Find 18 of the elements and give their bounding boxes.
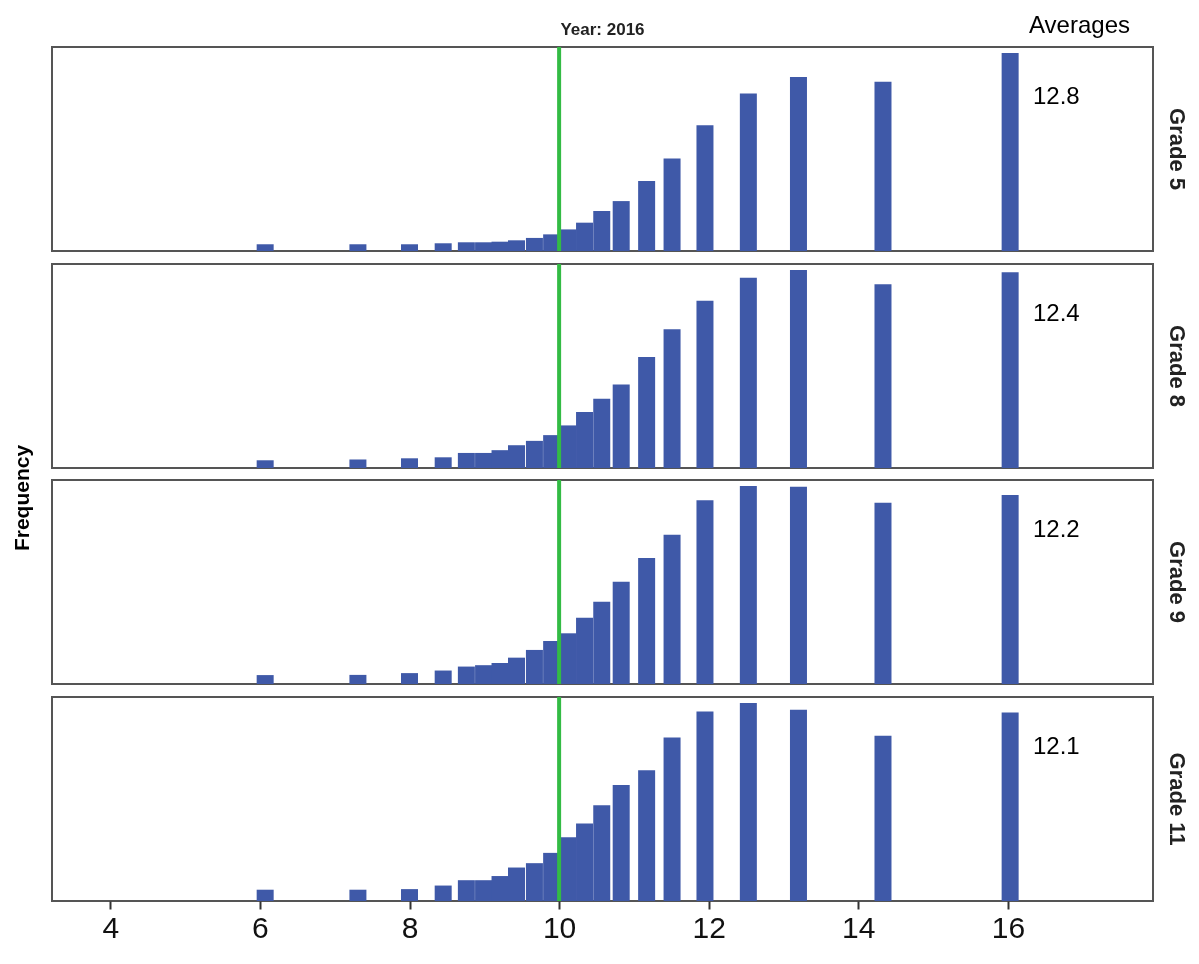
y-axis-title: Frequency [10, 443, 34, 554]
y2-axis-title: Grade 5 [1165, 108, 1190, 190]
x-tick-label: 6 [252, 910, 269, 944]
x-tick-label: 4 [102, 910, 120, 944]
y2-axis-title: Grade 11 [1165, 752, 1190, 846]
chart-title: Year: 2016 [560, 20, 645, 39]
x-tick-label: 16 [991, 910, 1026, 944]
y2-axis-title: Grade 8 [1165, 325, 1190, 407]
x-tick-label: 12 [692, 910, 726, 944]
annotation: 12.4 [1033, 299, 1080, 326]
annotation: 12.2 [1033, 515, 1080, 542]
y2-axis-title: Grade 9 [1165, 541, 1190, 623]
annotation: 12.1 [1033, 732, 1080, 759]
annotation: 12.8 [1033, 82, 1080, 109]
x-tick-label: 10 [542, 910, 577, 944]
x-tick-label: 8 [401, 910, 419, 944]
x-tick-label: 14 [842, 910, 876, 944]
text: Averages [1029, 11, 1130, 38]
